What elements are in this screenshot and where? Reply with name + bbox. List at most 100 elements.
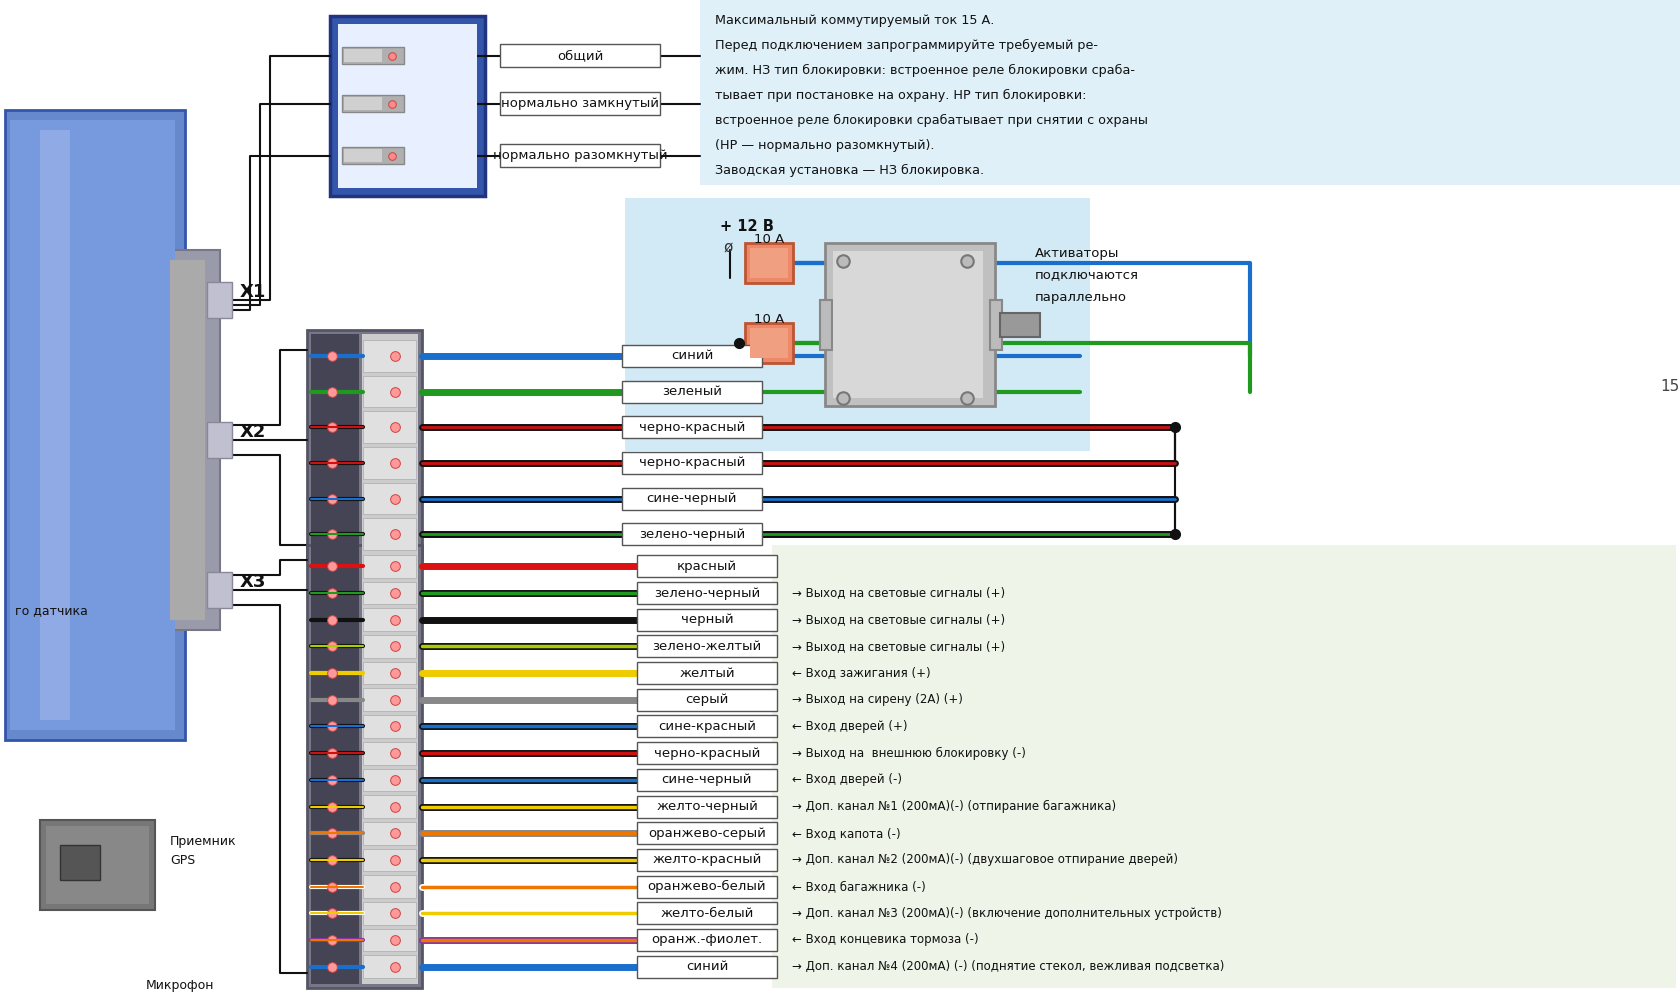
Bar (311, 549, 360, 984)
Bar (625, 198, 1089, 451)
Text: подключаются: подключаются (1035, 269, 1139, 282)
Text: жим. НЗ тип блокировки: встроенное реле блокировки сраба-: жим. НЗ тип блокировки: встроенное реле … (714, 63, 1134, 76)
Bar (637, 636, 776, 657)
Bar (329, 16, 486, 196)
Text: зелено-черный: зелено-черный (638, 528, 744, 540)
Bar (637, 796, 776, 818)
Bar (363, 555, 415, 577)
Bar (637, 742, 776, 765)
Bar (499, 144, 660, 167)
Text: серый: серый (685, 693, 727, 706)
Bar (622, 523, 761, 545)
Bar (363, 581, 415, 605)
Bar (363, 411, 415, 443)
Text: 10 А: 10 А (753, 313, 783, 326)
Text: желто-красный: желто-красный (652, 853, 761, 866)
Bar (363, 447, 415, 479)
Text: ← Вход дверей (+): ← Вход дверей (+) (791, 720, 907, 733)
Bar (749, 248, 788, 278)
Text: → Доп. канал №1 (200мА)(-) (отпирание багажника): → Доп. канал №1 (200мА)(-) (отпирание ба… (791, 800, 1116, 813)
Text: ← Вход дверей (-): ← Вход дверей (-) (791, 774, 902, 787)
Bar (307, 545, 422, 988)
Bar (637, 929, 776, 951)
Bar (165, 250, 220, 630)
Bar (622, 380, 761, 402)
Bar (637, 956, 776, 978)
Bar (363, 769, 415, 791)
Bar (307, 330, 422, 560)
Text: → Выход на  внешнюю блокировку (-): → Выход на внешнюю блокировку (-) (791, 746, 1025, 760)
Bar (207, 282, 232, 318)
Bar (833, 252, 983, 398)
Bar (363, 518, 415, 550)
Text: ← Вход концевика тормоза (-): ← Вход концевика тормоза (-) (791, 934, 978, 947)
Bar (207, 422, 232, 458)
Text: Максимальный коммутируемый ток 15 А.: Максимальный коммутируемый ток 15 А. (714, 13, 995, 26)
Text: го датчика: го датчика (15, 605, 87, 618)
Text: встроенное реле блокировки срабатывает при снятии с охраны: встроенное реле блокировки срабатывает п… (714, 114, 1147, 127)
Bar (363, 875, 415, 898)
Bar (60, 845, 99, 880)
Text: оранж.-фиолет.: оранж.-фиолет. (652, 934, 763, 947)
Text: X2: X2 (240, 423, 265, 441)
Bar (5, 110, 185, 740)
Bar (363, 662, 415, 684)
Text: → Доп. канал №3 (200мА)(-) (включение дополнительных устройств): → Доп. канал №3 (200мА)(-) (включение до… (791, 906, 1221, 919)
Text: сине-черный: сине-черный (662, 774, 753, 787)
Bar (361, 334, 418, 556)
Text: черно-красный: черно-красный (638, 421, 744, 434)
Bar (622, 452, 761, 474)
Text: тывает при постановке на охрану. НР тип блокировки:: тывает при постановке на охрану. НР тип … (714, 89, 1085, 102)
Bar (363, 483, 415, 514)
Text: Перед подключением запрограммируйте требуемый ре-: Перед подключением запрограммируйте треб… (714, 38, 1097, 51)
Text: черный: черный (680, 614, 732, 626)
Text: желто-черный: желто-черный (655, 800, 758, 813)
Bar (207, 572, 232, 608)
Bar (622, 416, 761, 439)
Bar (363, 929, 415, 952)
Text: зелено-черный: зелено-черный (654, 586, 759, 600)
Text: + 12 В: + 12 В (719, 218, 773, 233)
Bar (990, 300, 1001, 350)
Text: Микрофон: Микрофон (146, 980, 213, 993)
Text: оранжево-серый: оранжево-серый (648, 827, 766, 840)
Bar (361, 549, 418, 984)
Bar (622, 488, 761, 509)
Bar (637, 609, 776, 631)
Bar (363, 822, 415, 845)
Bar (341, 47, 403, 64)
Text: → Выход на световые сигналы (+): → Выход на световые сигналы (+) (791, 614, 1005, 626)
Text: → Доп. канал №2 (200мА)(-) (двухшаговое отпирание дверей): → Доп. канал №2 (200мА)(-) (двухшаговое … (791, 853, 1178, 866)
Text: сине-черный: сине-черный (647, 492, 738, 505)
Text: зеленый: зеленый (662, 385, 722, 398)
Bar (40, 820, 155, 910)
Bar (637, 689, 776, 711)
Bar (637, 715, 776, 737)
Bar (749, 328, 788, 358)
Bar (344, 149, 381, 162)
Bar (1000, 313, 1040, 337)
Text: желто-белый: желто-белый (660, 906, 753, 919)
Text: параллельно: параллельно (1035, 291, 1126, 304)
Text: → Выход на световые сигналы (+): → Выход на световые сигналы (+) (791, 586, 1005, 600)
Bar (744, 243, 793, 283)
Text: сине-красный: сине-красный (657, 720, 756, 733)
Text: X1: X1 (240, 283, 265, 301)
Bar (637, 769, 776, 791)
Bar (40, 130, 71, 720)
Bar (170, 260, 205, 620)
Text: желтый: желтый (679, 667, 734, 680)
Bar (363, 795, 415, 818)
Text: нормально разомкнутый: нормально разомкнутый (492, 149, 667, 162)
Bar (363, 340, 415, 371)
Bar (45, 826, 150, 904)
Bar (820, 300, 832, 350)
Text: Приемник: Приемник (170, 836, 237, 848)
Text: → Доп. канал №4 (200мА) (-) (поднятие стекол, вежливая подсветка): → Доп. канал №4 (200мА) (-) (поднятие ст… (791, 960, 1223, 973)
Bar (363, 375, 415, 407)
Text: ← Вход багажника (-): ← Вход багажника (-) (791, 880, 926, 893)
Bar (771, 545, 1675, 988)
Bar (744, 323, 793, 363)
Text: → Выход на сирену (2А) (+): → Выход на сирену (2А) (+) (791, 693, 963, 706)
Text: Заводская установка — НЗ блокировка.: Заводская установка — НЗ блокировка. (714, 163, 983, 176)
